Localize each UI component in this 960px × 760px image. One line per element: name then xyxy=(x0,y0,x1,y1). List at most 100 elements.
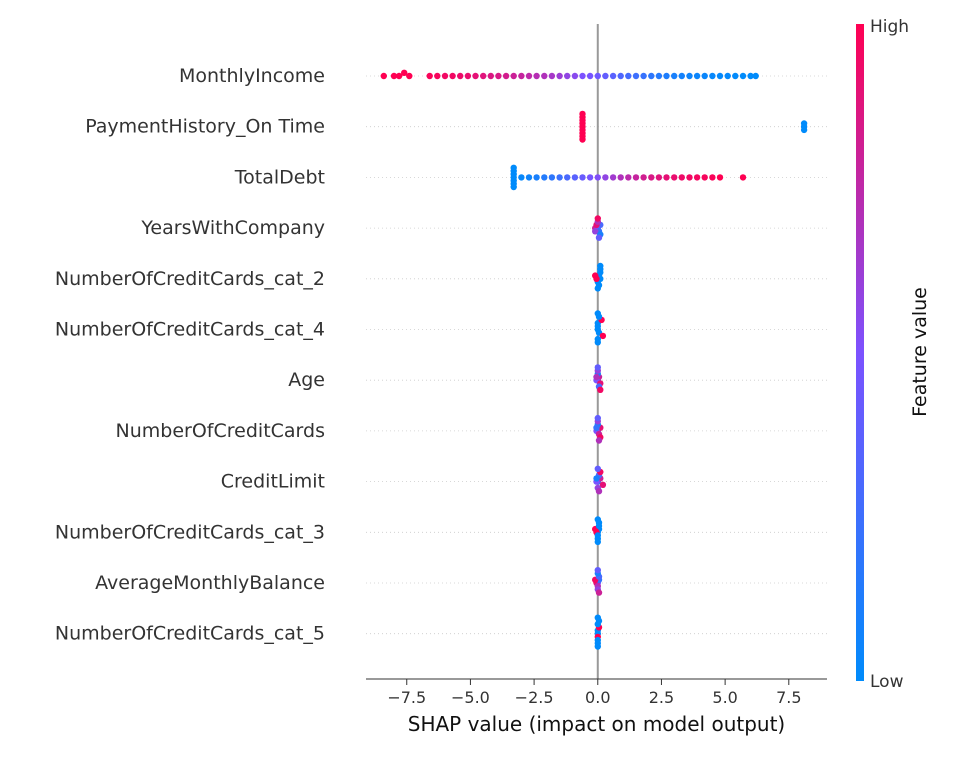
shap-point xyxy=(625,174,632,181)
shap-point xyxy=(655,174,663,181)
shap-point xyxy=(441,72,449,80)
shap-point xyxy=(617,72,624,80)
feature-label: NumberOfCreditCards_cat_3 xyxy=(55,521,325,543)
shap-point xyxy=(487,72,494,80)
shap-point xyxy=(716,72,724,80)
shap-point xyxy=(625,72,632,80)
shap-point xyxy=(597,386,604,393)
colorbar-low-label: Low xyxy=(870,672,904,692)
shap-point xyxy=(502,72,510,80)
feature-label: NumberOfCreditCards_cat_4 xyxy=(55,319,325,341)
shap-point xyxy=(594,364,601,371)
shap-point xyxy=(593,475,600,482)
shap-point xyxy=(640,174,647,181)
shap-point xyxy=(457,72,464,80)
shap-point xyxy=(395,72,403,80)
shap-point xyxy=(595,488,603,495)
shap-point xyxy=(671,174,678,181)
shap-point xyxy=(495,72,502,80)
shap-point xyxy=(525,72,533,80)
shap-point xyxy=(525,174,533,181)
beeswarm-points xyxy=(380,69,808,650)
shap-point xyxy=(564,174,571,181)
shap-point xyxy=(609,72,617,80)
shap-point xyxy=(593,424,600,431)
shap-point xyxy=(594,567,601,574)
feature-label: CreditLimit xyxy=(221,471,325,493)
x-tick-label: −5.0 xyxy=(451,688,490,707)
shap-point xyxy=(609,174,617,181)
shap-point xyxy=(571,72,579,80)
shap-point xyxy=(586,72,594,80)
shap-point xyxy=(510,72,517,80)
shap-point xyxy=(594,614,601,621)
shap-point xyxy=(800,126,808,134)
shap-point xyxy=(709,72,716,80)
shap-point xyxy=(678,174,685,181)
shap-point xyxy=(632,72,640,80)
x-tick-label: 0.0 xyxy=(585,688,610,707)
shap-point xyxy=(632,174,640,181)
shap-point xyxy=(595,589,603,596)
shap-point xyxy=(594,285,601,292)
feature-label: Age xyxy=(288,369,325,391)
shap-point xyxy=(533,72,540,80)
shap-point xyxy=(406,72,413,80)
shap-point xyxy=(556,72,563,80)
shap-point xyxy=(648,174,655,181)
shap-point xyxy=(579,136,586,143)
feature-label: PaymentHistory_On Time xyxy=(85,116,325,138)
x-tick-label: −2.5 xyxy=(515,688,554,707)
shap-point xyxy=(594,174,601,181)
shap-point xyxy=(724,72,731,80)
shap-point xyxy=(655,72,663,80)
shap-point xyxy=(709,174,716,181)
feature-label: MonthlyIncome xyxy=(179,65,325,87)
shap-point xyxy=(594,215,601,222)
colorbar xyxy=(856,24,864,681)
feature-label: AverageMonthlyBalance xyxy=(95,572,325,594)
shap-point xyxy=(594,414,601,422)
shap-point xyxy=(594,72,601,80)
shap-point xyxy=(390,72,398,80)
colorbar-title: Feature value xyxy=(909,287,931,417)
shap-point xyxy=(599,332,607,340)
shap-point xyxy=(602,72,609,80)
shap-point xyxy=(571,174,579,181)
shap-point xyxy=(594,538,601,546)
shap-point xyxy=(594,643,601,650)
shap-point xyxy=(648,72,655,80)
shap-point xyxy=(579,174,586,181)
x-tick-label: −7.5 xyxy=(387,688,426,707)
shap-point xyxy=(594,310,601,317)
shap-point xyxy=(678,72,685,80)
shap-point xyxy=(480,72,487,80)
x-tick-label: 7.5 xyxy=(776,688,801,707)
shap-point xyxy=(617,174,624,181)
shap-point xyxy=(518,174,525,181)
feature-label: NumberOfCreditCards_cat_5 xyxy=(55,623,325,645)
shap-point xyxy=(602,174,609,181)
feature-labels: MonthlyIncome PaymentHistory_On Time Total… xyxy=(55,65,325,645)
shap-point xyxy=(739,174,747,181)
shap-point xyxy=(732,72,739,80)
shap-point xyxy=(800,120,808,127)
shap-point xyxy=(686,174,693,181)
colorbar-high-label: High xyxy=(870,17,909,37)
shap-point xyxy=(693,72,701,80)
shap-point xyxy=(593,373,600,381)
shap-point xyxy=(426,72,433,80)
shap-point xyxy=(599,481,607,488)
shap-point xyxy=(434,72,441,80)
shap-point xyxy=(693,174,701,181)
shap-point xyxy=(686,72,693,80)
shap-point xyxy=(594,465,601,472)
shap-point xyxy=(586,174,594,181)
shap-point xyxy=(671,72,678,80)
x-axis-label: SHAP value (impact on model output) xyxy=(408,712,785,736)
shap-point xyxy=(548,174,556,181)
shap-point xyxy=(472,72,479,80)
shap-point xyxy=(747,72,754,80)
